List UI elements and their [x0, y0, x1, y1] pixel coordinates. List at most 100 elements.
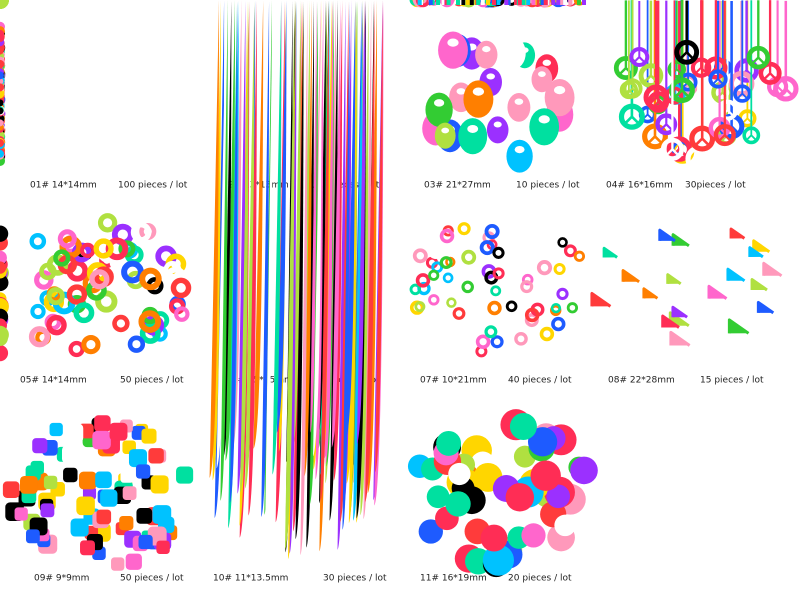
bead: [457, 222, 471, 236]
bead-loop: [417, 0, 422, 5]
bead: [127, 335, 146, 353]
bead: [461, 249, 477, 265]
bead-hole: [256, 85, 259, 88]
bead: [225, 0, 235, 461]
bead: [520, 280, 534, 294]
bead: [229, 0, 238, 503]
bead: [566, 302, 579, 314]
bead: [356, 0, 366, 445]
bead: [482, 544, 514, 576]
bead-hole: [141, 134, 144, 137]
bead: [109, 422, 128, 441]
bead: [550, 302, 562, 314]
bead: [524, 307, 540, 323]
bead-hole: [55, 72, 59, 76]
bead: [76, 496, 95, 516]
bead-hole: [96, 71, 100, 75]
bead-loop: [456, 0, 460, 5]
bead: [176, 466, 194, 484]
bead-hole: [56, 34, 59, 38]
bead: [118, 240, 136, 258]
bead: [122, 486, 137, 501]
bead: [750, 278, 768, 292]
bead: [414, 301, 426, 313]
bead-hole: [54, 64, 58, 68]
bead-hole: [249, 70, 253, 73]
bead-hole: [25, 94, 28, 97]
bead: [150, 475, 169, 494]
bead: [573, 250, 586, 262]
bead-hole: [98, 119, 102, 122]
bead: [125, 553, 142, 570]
bead-loop: [469, 0, 474, 5]
bead-hole: [258, 64, 261, 68]
bead-hole: [70, 61, 73, 65]
bead-hole: [514, 98, 524, 105]
bead-hole: [171, 134, 175, 139]
bead-hole: [146, 124, 150, 128]
bead: [46, 314, 67, 336]
bead-hole: [71, 52, 74, 55]
bead: [141, 428, 157, 444]
bead-line: [652, 0, 665, 109]
product-quantity: 50 pieces / lot: [120, 574, 184, 584]
petal: [0, 274, 9, 292]
bead: [148, 448, 164, 464]
bead: [43, 475, 58, 490]
bead: [353, 0, 363, 521]
bead: [524, 0, 540, 8]
bead-hole: [35, 100, 39, 103]
bead-hole: [67, 154, 70, 157]
bead: [507, 93, 531, 122]
bead-hole: [83, 142, 86, 146]
bead: [245, 0, 255, 489]
bead: [425, 92, 453, 127]
bead: [375, 0, 383, 473]
bead: [320, 0, 329, 502]
bead: [139, 267, 162, 291]
product-quantity: 40 pieces / lot: [508, 376, 572, 386]
bead: [284, 0, 295, 550]
bead-hole: [71, 64, 74, 67]
bead-hole: [60, 151, 64, 155]
bead: [509, 412, 537, 441]
bead-loop: [556, 0, 561, 5]
bead-hole: [67, 116, 70, 119]
bead: [521, 273, 534, 286]
bead: [536, 0, 553, 8]
bead-loop: [543, 0, 548, 5]
bead: [138, 534, 153, 550]
bead-hole: [250, 74, 253, 77]
bead-hole: [269, 37, 272, 41]
bead-hole: [182, 104, 185, 107]
product-image: [2, 411, 194, 571]
bead-hole: [73, 53, 76, 56]
bead-hole: [86, 63, 90, 67]
bead-hole: [113, 53, 117, 57]
bead-hole: [70, 29, 74, 33]
petal: [0, 99, 4, 107]
bead-hole: [146, 97, 149, 101]
bead: [156, 540, 170, 554]
bead: [89, 269, 110, 290]
bead-hole: [538, 115, 550, 124]
bead-loop: [441, 0, 446, 5]
bead-hole: [108, 35, 112, 38]
bead: [707, 284, 728, 300]
bead: [726, 267, 746, 283]
bead-hole: [170, 130, 173, 134]
product-quantity: 15 pieces / lot: [700, 376, 764, 386]
bead-hole: [81, 154, 85, 158]
bead: [100, 489, 118, 507]
bead: [671, 233, 690, 248]
bead: [475, 40, 498, 69]
bead: [14, 507, 28, 521]
bead-hole: [265, 41, 269, 45]
bead: [373, 0, 383, 501]
bead-hole: [122, 148, 126, 153]
bead-loop: [577, 0, 581, 5]
bead-hole: [102, 98, 106, 102]
bead: [128, 449, 148, 468]
bead-hole: [387, 82, 390, 85]
bead-hole: [227, 117, 230, 120]
